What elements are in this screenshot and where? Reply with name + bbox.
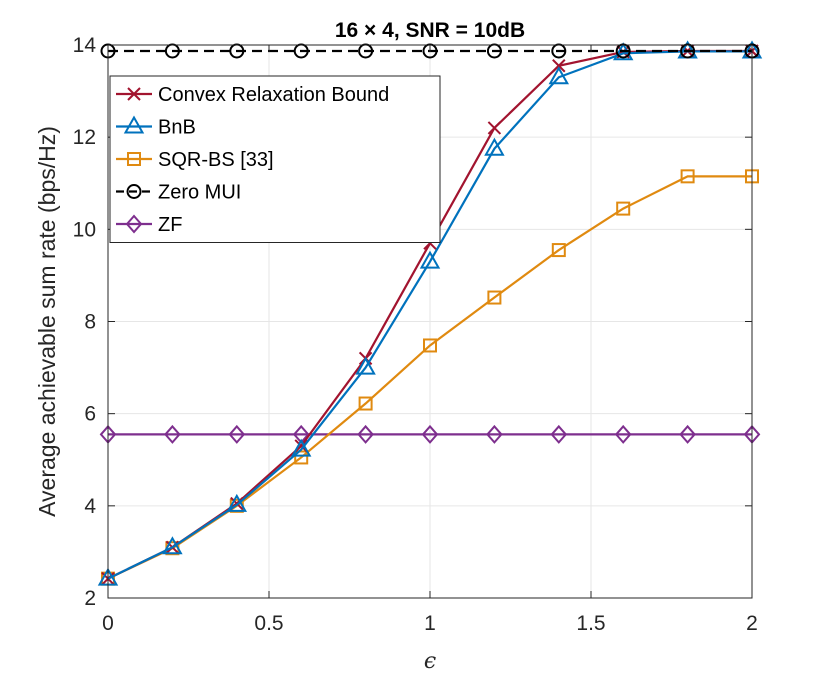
triangle-marker	[162, 536, 183, 555]
triangle-marker	[419, 250, 441, 269]
triangle-marker	[226, 493, 248, 512]
legend: Convex Relaxation Bound BnB SQR-BS [33] Zer…	[109, 75, 441, 243]
legend-label: SQR-BS [33]	[158, 149, 274, 171]
x-marker	[552, 59, 566, 73]
x-marker	[487, 121, 502, 135]
triangle-marker	[484, 137, 505, 156]
legend-item: ZF	[116, 214, 182, 236]
x-marker	[127, 87, 141, 101]
x-axis-label: ϵ	[424, 649, 436, 674]
legend-item: BnB	[116, 115, 196, 139]
circle-marker	[680, 43, 696, 59]
x-tick-label: 1	[424, 612, 436, 635]
square-marker	[294, 450, 309, 465]
diamond-marker	[228, 424, 246, 444]
x-tick-label: 0	[102, 612, 114, 635]
x-marker-stroke	[127, 87, 141, 101]
circle-marker	[422, 43, 438, 59]
y-tick-label: 4	[84, 495, 96, 518]
circle-marker	[486, 43, 502, 59]
square-marker	[680, 169, 695, 184]
square-marker	[487, 290, 502, 305]
diamond-marker	[421, 424, 439, 444]
circle-marker	[126, 184, 142, 199]
chart-title: 16 × 4, SNR = 10dB	[335, 19, 525, 42]
y-tick-label: 12	[73, 126, 96, 149]
diamond-marker	[614, 424, 632, 444]
legend-label: Zero MUI	[158, 182, 241, 204]
triangle-marker	[355, 356, 376, 375]
legend-item: Zero MUI	[116, 182, 241, 204]
x-tick-label: 2	[746, 612, 758, 635]
circle-marker	[551, 43, 567, 59]
square-marker	[423, 338, 437, 353]
y-tick-label: 10	[73, 218, 96, 241]
legend-label: BnB	[158, 117, 196, 139]
circle-marker	[358, 43, 374, 59]
y-axis-label: Average achievable sum rate (bps/Hz)	[34, 126, 60, 517]
x-marker-stroke	[552, 59, 566, 73]
x-tick-label: 0.5	[254, 612, 283, 635]
circle-marker	[164, 43, 180, 59]
legend-label: ZF	[158, 214, 182, 236]
legend-item: Convex Relaxation Bound	[116, 84, 389, 106]
triangle-marker	[548, 66, 570, 85]
circle-marker	[229, 43, 245, 59]
diamond-marker	[357, 424, 374, 444]
legend-box	[109, 75, 441, 243]
diamond-marker	[486, 424, 503, 444]
square-marker	[127, 152, 141, 166]
diamond-marker	[679, 424, 696, 444]
square-marker	[616, 201, 631, 216]
square-marker	[551, 243, 566, 258]
legend-label: Convex Relaxation Bound	[158, 84, 389, 106]
y-tick-label: 6	[84, 403, 96, 426]
y-tick-label: 2	[84, 587, 96, 610]
diamond-marker	[125, 214, 143, 234]
diamond-marker	[550, 424, 568, 444]
legend-item: SQR-BS [33]	[116, 149, 274, 171]
triangle-marker	[123, 115, 145, 134]
y-tick-label: 8	[84, 311, 96, 334]
triangle-marker	[290, 438, 312, 457]
x-marker	[294, 439, 308, 453]
square-marker	[358, 396, 373, 411]
diamond-marker	[164, 424, 181, 444]
series-line	[107, 50, 752, 580]
x-tick-label: 1.5	[576, 612, 605, 635]
series-zf	[99, 424, 761, 444]
circle-marker	[615, 43, 631, 59]
y-tick-label: 14	[73, 34, 97, 57]
x-marker-stroke	[487, 121, 502, 135]
circle-marker	[293, 43, 309, 59]
x-marker-stroke	[294, 439, 308, 453]
series-layer	[97, 40, 763, 586]
